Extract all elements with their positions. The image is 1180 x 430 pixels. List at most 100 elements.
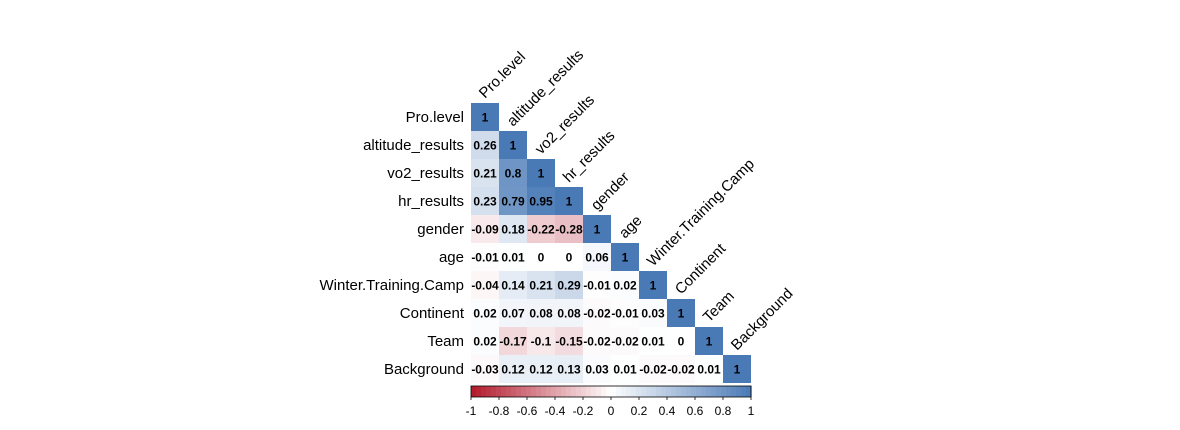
cell-value-continent-pro-level: 0.02 <box>473 307 497 321</box>
colorbar-segment <box>566 386 572 397</box>
cell-value-vo2-results-altitude-results: 0.8 <box>505 167 522 181</box>
colorbar-segment <box>581 386 587 397</box>
colorbar-segment <box>731 386 737 397</box>
cell-gender-pro-level <box>471 215 499 243</box>
colorbar-segment <box>506 386 512 397</box>
cell-value-continent-hr-results: 0.08 <box>557 307 581 321</box>
colorbar-segment <box>606 386 612 397</box>
cell-team-winter-training-camp <box>639 327 667 355</box>
cell-age-gender <box>583 243 611 271</box>
cell-value-background-team: 0.01 <box>697 363 721 377</box>
colorbar: -1 -0.8 -0.6 -0.4 -0.2 0 0.2 0.4 0.6 0.8 1 <box>466 385 755 418</box>
colorbar-segment <box>671 386 677 397</box>
cell-value-continent-gender: -0.02 <box>583 307 611 321</box>
colorbar-segment <box>471 386 477 397</box>
cell-continent-winter-training-camp <box>639 299 667 327</box>
cell-value-team-continent: 0 <box>678 335 685 349</box>
cell-value-hr-results-hr-results: 1 <box>566 195 573 209</box>
colorbar-tick-label: 0.4 <box>659 404 676 418</box>
cell-value-continent-age: -0.01 <box>611 307 639 321</box>
colorbar-segment <box>476 386 482 397</box>
cell-value-background-pro-level: -0.03 <box>471 363 499 377</box>
colorbar-segment <box>711 386 717 397</box>
colorbar-segment <box>576 386 582 397</box>
cell-value-team-age: -0.02 <box>611 335 639 349</box>
cell-background-vo2-results <box>527 355 555 383</box>
colorbar-segment <box>726 386 732 397</box>
colorbar-segment <box>596 386 602 397</box>
row-label-altitude-results: altitude_results <box>363 137 464 154</box>
cell-value-background-background: 1 <box>734 363 741 377</box>
colorbar-segment <box>486 386 492 397</box>
column-label-pro-level: Pro.level <box>476 49 529 102</box>
cell-gender-vo2-results <box>527 215 555 243</box>
colorbar-segment <box>496 386 502 397</box>
cell-value-continent-continent: 1 <box>678 307 685 321</box>
colorbar-segment <box>591 386 597 397</box>
cell-value-winter-training-camp-winter-training-camp: 1 <box>650 279 657 293</box>
cell-value-winter-training-camp-gender: -0.01 <box>583 279 611 293</box>
colorbar-segment <box>666 386 672 397</box>
cell-winter-training-camp-winter-training-camp <box>639 271 667 299</box>
cell-value-background-hr-results: 0.13 <box>557 363 581 377</box>
cell-continent-continent <box>667 299 695 327</box>
colorbar-segment <box>546 386 552 397</box>
row-labels: Pro.level altitude_results vo2_results hr_r… <box>320 109 465 378</box>
cell-background-background <box>723 355 751 383</box>
colorbar-segment <box>481 386 487 397</box>
cell-background-winter-training-camp <box>639 355 667 383</box>
cell-value-gender-vo2-results: -0.22 <box>527 223 555 237</box>
colorbar-segment <box>501 386 507 397</box>
colorbar-tick-label: -0.2 <box>573 404 594 418</box>
cell-age-vo2-results <box>527 243 555 271</box>
cell-value-background-age: 0.01 <box>613 363 637 377</box>
colorbar-tick-label: 1 <box>748 404 755 418</box>
colorbar-segment <box>661 386 667 397</box>
cell-value-winter-training-camp-hr-results: 0.29 <box>557 279 581 293</box>
cell-value-team-altitude-results: -0.17 <box>499 335 527 349</box>
cell-value-age-vo2-results: 0 <box>538 251 545 265</box>
cell-value-hr-results-vo2-results: 0.95 <box>529 195 553 209</box>
colorbar-segment <box>651 386 657 397</box>
cell-value-continent-vo2-results: 0.08 <box>529 307 553 321</box>
colorbar-tick-label: -0.4 <box>545 404 566 418</box>
cell-value-background-continent: -0.02 <box>667 363 695 377</box>
colorbar-tick-label: 0.2 <box>631 404 648 418</box>
colorbar-tick-label: -0.6 <box>517 404 538 418</box>
cell-value-vo2-results-vo2-results: 1 <box>538 167 545 181</box>
cell-value-team-gender: -0.02 <box>583 335 611 349</box>
cell-value-team-team: 1 <box>706 335 713 349</box>
cell-team-gender <box>583 327 611 355</box>
cell-hr-results-hr-results <box>555 187 583 215</box>
colorbar-segment <box>526 386 532 397</box>
colorbar-segment <box>696 386 702 397</box>
cell-vo2-results-pro-level <box>471 159 499 187</box>
cell-vo2-results-vo2-results <box>527 159 555 187</box>
colorbar-segment <box>631 386 637 397</box>
colorbar-segment <box>716 386 722 397</box>
cell-age-altitude-results <box>499 243 527 271</box>
cell-value-age-gender: 0.06 <box>585 251 609 265</box>
row-label-background: Background <box>384 361 464 378</box>
colorbar-segment <box>541 386 547 397</box>
cell-team-continent <box>667 327 695 355</box>
cell-value-background-vo2-results: 0.12 <box>529 363 553 377</box>
row-label-continent: Continent <box>400 305 465 322</box>
colorbar-segment <box>646 386 652 397</box>
cell-value-continent-winter-training-camp: 0.03 <box>641 307 665 321</box>
cell-winter-training-camp-altitude-results <box>499 271 527 299</box>
colorbar-segment <box>536 386 542 397</box>
row-label-team: Team <box>427 333 464 350</box>
cell-continent-age <box>611 299 639 327</box>
cell-hr-results-pro-level <box>471 187 499 215</box>
colorbar-segment <box>551 386 557 397</box>
cell-age-hr-results <box>555 243 583 271</box>
colorbar-segment <box>531 386 537 397</box>
cell-value-gender-pro-level: -0.09 <box>471 223 499 237</box>
cell-hr-results-vo2-results <box>527 187 555 215</box>
cell-team-pro-level <box>471 327 499 355</box>
row-label-hr-results: hr_results <box>398 193 464 210</box>
cell-age-pro-level <box>471 243 499 271</box>
cell-value-winter-training-camp-vo2-results: 0.21 <box>529 279 553 293</box>
column-label-continent: Continent <box>672 240 730 298</box>
